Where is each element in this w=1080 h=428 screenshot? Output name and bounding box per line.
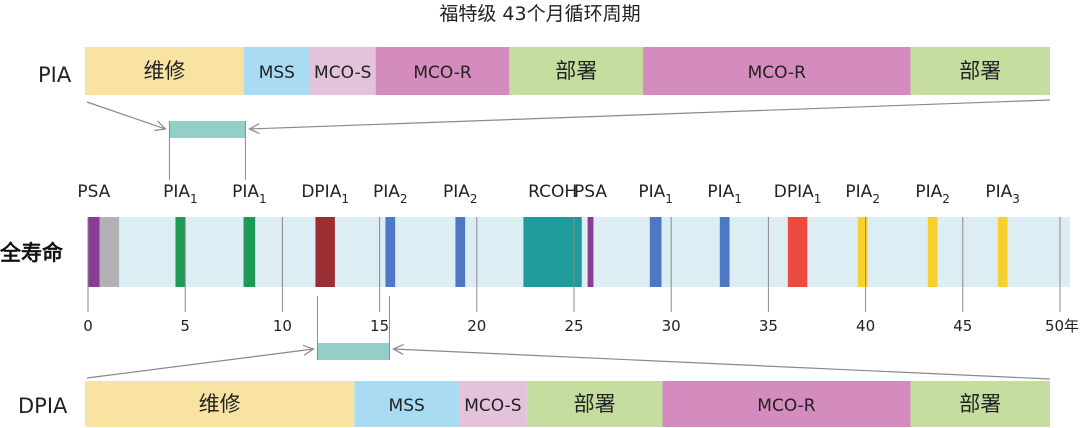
axis-tick-label: 20 [467, 317, 486, 335]
axis-last-label: 50年 [1045, 317, 1079, 335]
life-event-label: DPIA1 [774, 182, 822, 206]
life-event-block [587, 217, 594, 287]
pia_row-segment-label: MCO-R [413, 63, 472, 83]
pia_row-segment [643, 47, 911, 95]
life-event-block [315, 217, 335, 287]
dpia_row-segment [662, 381, 911, 427]
life-event-block [857, 217, 868, 287]
dpia_row-segment [910, 381, 1050, 427]
life-event-label: PIA3 [985, 182, 1020, 206]
full-life-bar [88, 217, 1070, 287]
life-event-label: PIA2 [915, 182, 950, 206]
life-event-label: RCOH [528, 182, 577, 202]
axis-tick-label: 35 [759, 317, 778, 335]
axis-tick-label: 25 [564, 317, 583, 335]
life-row-label: 全寿命 [0, 241, 64, 265]
life-event-label: PIA1 [163, 182, 198, 206]
dpia_row-segment [458, 381, 527, 427]
life-year-axis: 0 5 10 15 20 25 30 35 40 45 50年 [83, 217, 1079, 335]
pia_row-segment [375, 47, 510, 95]
life-event-block [719, 217, 730, 287]
pia_row-segment-label: MSS [259, 63, 295, 83]
pia_row-segment-label: MCO-S [314, 63, 371, 83]
life-event-label: DPIA1 [301, 182, 349, 206]
dpia_row-segment-label: 部署 [574, 392, 616, 416]
life-event-label: PSA [574, 182, 607, 202]
dpia_row-segment [354, 381, 459, 427]
dpia-arrow-right-head [392, 343, 404, 355]
pia-arrow-right-head [248, 123, 260, 135]
life-event-block [997, 217, 1008, 287]
axis-tick-label: 0 [83, 317, 93, 335]
life-event-block [927, 217, 938, 287]
life-event-label: PIA1 [232, 182, 267, 206]
zoom-connectors [86, 99, 1051, 380]
dpia_row-segment-label: MCO-S [464, 396, 521, 416]
pia-row-label: PIA [38, 63, 72, 87]
dpia-row-label: DPIA [18, 394, 68, 418]
life-event-block [523, 217, 582, 287]
dpia-arrow-left [86, 348, 314, 379]
pia_row-segment [85, 47, 244, 95]
axis-tick-label: 15 [370, 317, 389, 335]
dpia-cycle-bar: 维修 MSS MCO-S 部署 MCO-R 部署 [85, 381, 1050, 427]
life-event-block [649, 217, 662, 287]
life-event-label: PIA2 [443, 182, 478, 206]
pia_row-segment [509, 47, 644, 95]
dpia-arrow-right [393, 348, 1051, 380]
life-event-block [385, 217, 396, 287]
pia_row-segment-label: 维修 [143, 59, 185, 83]
axis-tick-label: 40 [856, 317, 875, 335]
life-event-label: PIA2 [845, 182, 880, 206]
pia-arrow-left-head [154, 120, 167, 132]
life-event-block [243, 217, 256, 287]
pia_row-segment [910, 47, 1050, 95]
life-event-block [787, 217, 808, 287]
life-event-label: PIA1 [638, 182, 673, 206]
dpia-zoom-bar [317, 343, 390, 360]
pia-arrow-left [86, 101, 166, 130]
dpia_row-segment-label: MSS [389, 396, 425, 416]
life-event-block [175, 217, 186, 287]
life-event-block [99, 217, 120, 287]
pia_row-segment [243, 47, 310, 95]
dpia-arrow-left-head [302, 344, 315, 356]
life-event-block [455, 217, 466, 287]
dpia_row-segment-label: MCO-R [757, 396, 816, 416]
life-event-label: PSA [77, 182, 110, 202]
life-event-block [88, 217, 100, 287]
axis-tick-label: 10 [273, 317, 292, 335]
axis-tick-label: 30 [662, 317, 681, 335]
axis-tick-label: 45 [953, 317, 972, 335]
pia_row-segment-label: 部署 [555, 59, 597, 83]
dpia_row-segment-label: 维修 [199, 392, 241, 416]
pia_row-segment [309, 47, 376, 95]
diagram-title: 福特级 43个月循环周期 [439, 3, 640, 25]
axis-tick-label: 5 [180, 317, 190, 335]
pia-zoom-bar [169, 121, 246, 138]
dpia_row-segment [526, 381, 663, 427]
life-event-label: PIA1 [707, 182, 742, 206]
life-event-label: PIA2 [373, 182, 408, 206]
pia_row-segment-label: 部署 [959, 59, 1001, 83]
dpia_row-segment [85, 381, 355, 427]
pia_row-segment-label: MCO-R [748, 63, 807, 83]
dpia_row-segment-label: 部署 [959, 392, 1001, 416]
pia-arrow-right [249, 99, 1051, 130]
pia-cycle-bar: 维修 MSS MCO-S MCO-R 部署 MCO-R 部署 [85, 47, 1050, 95]
